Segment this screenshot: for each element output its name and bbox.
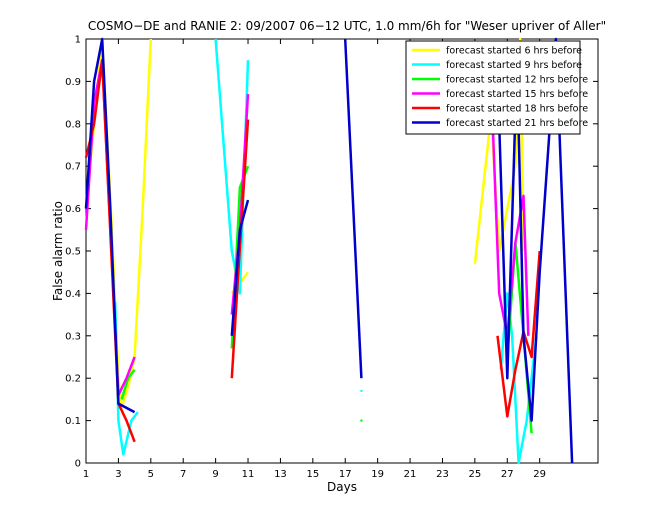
x-tick-label: 25 (468, 469, 481, 480)
y-tick-label: 0 (75, 459, 81, 470)
series-line (343, 38, 363, 379)
legend-label: forecast started 18 hrs before (446, 103, 588, 114)
y-tick-label: 0.3 (65, 331, 81, 342)
x-tick-label: 21 (404, 469, 417, 480)
y-tick-label: 0.2 (65, 374, 81, 385)
y-tick-label: 0.4 (65, 289, 81, 300)
x-tick-label: 5 (148, 469, 154, 480)
series-line (230, 119, 250, 379)
x-tick-label: 19 (371, 469, 384, 480)
legend-label: forecast started 12 hrs before (446, 74, 588, 85)
x-tick-label: 3 (115, 469, 121, 480)
series-line (120, 368, 136, 400)
x-tick-label: 23 (436, 469, 449, 480)
chart-title: COSMO−DE and RANIE 2: 09/2007 06−12 UTC,… (88, 19, 606, 33)
y-tick-label: 0.5 (65, 247, 81, 258)
x-tick-label: 11 (242, 469, 255, 480)
series-layer (84, 37, 574, 465)
legend-box (405, 40, 581, 135)
series-point (360, 389, 363, 393)
legend-label: forecast started 15 hrs before (446, 89, 588, 100)
x-tick-label: 13 (274, 469, 287, 480)
y-tick-label: 0.9 (65, 77, 81, 88)
x-tick-label: 1 (83, 469, 89, 480)
series-line (230, 199, 250, 336)
y-tick-label: 0.1 (65, 416, 81, 427)
y-tick-label: 0.6 (65, 204, 81, 215)
series-line (84, 37, 136, 414)
y-tick-label: 0.8 (65, 119, 81, 130)
x-tick-label: 15 (306, 469, 319, 480)
x-tick-label: 29 (533, 469, 546, 480)
x-tick-label: 27 (501, 469, 514, 480)
x-tick-label: 9 (212, 469, 218, 480)
legend-label: forecast started 6 hrs before (446, 45, 582, 56)
legend: forecast started 6 hrs before forecast st… (405, 40, 588, 135)
series-line (496, 250, 541, 418)
axis-ticks: 1 3 5 7 9 11 13 15 17 19 21 23 25 27 2900.10.20.30.40.… (65, 35, 598, 480)
x-tick-label: 7 (180, 469, 186, 480)
x-axis-label: Days (327, 480, 357, 494)
series-point (360, 419, 363, 422)
legend-label: forecast started 9 hrs before (446, 60, 582, 71)
x-tick-label: 17 (339, 469, 352, 480)
legend-label: forecast started 21 hrs before (446, 118, 588, 129)
y-axis-label: False alarm ratio (51, 201, 65, 301)
y-tick-label: 1 (75, 35, 81, 46)
y-tick-label: 0.7 (65, 162, 81, 173)
